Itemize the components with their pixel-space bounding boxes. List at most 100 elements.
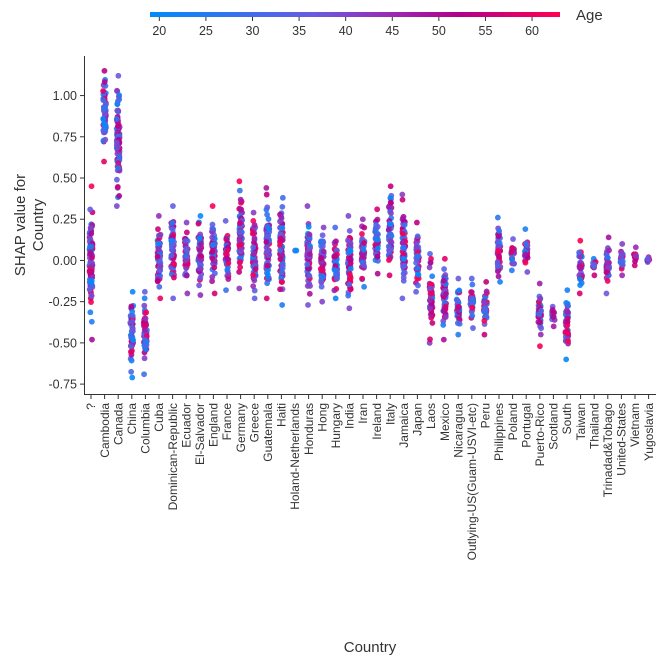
scatter-point — [455, 275, 462, 282]
scatter-point — [347, 265, 354, 272]
x-tick-label: Cuba — [152, 403, 166, 432]
scatter-point — [100, 88, 107, 94]
scatter-point — [414, 253, 421, 260]
scatter-point — [604, 254, 611, 261]
scatter-point — [128, 303, 135, 310]
scatter-point — [209, 255, 216, 262]
scatter-point — [128, 357, 135, 364]
scatter-point — [183, 246, 190, 252]
scatter-point — [577, 237, 584, 244]
scatter-point — [250, 283, 257, 290]
scatter-point — [87, 224, 94, 231]
scatter-point — [320, 248, 327, 255]
colorbar-tick-label: 35 — [292, 24, 306, 38]
x-tick-label: Philippines — [492, 403, 506, 461]
scatter-point — [263, 239, 270, 245]
colorbar-tick-label: 20 — [152, 24, 166, 38]
scatter-point — [155, 213, 162, 219]
x-tick-label: China — [125, 403, 139, 435]
scatter-point — [142, 343, 149, 349]
scatter-point — [278, 214, 285, 221]
scatter-point — [605, 259, 611, 266]
scatter-point — [209, 225, 216, 232]
x-tick-label: Scotland — [547, 403, 561, 450]
scatter-point — [197, 246, 203, 253]
colorbar-tick-label: 25 — [199, 24, 213, 38]
scatter-point — [304, 203, 311, 209]
scatter-point — [141, 326, 148, 333]
scatter-point — [129, 327, 136, 334]
scatter-point — [483, 278, 490, 285]
scatter-point — [171, 261, 177, 267]
scatter-point — [414, 233, 421, 240]
x-tick-label: South — [560, 403, 574, 434]
scatter-point — [115, 72, 122, 79]
scatter-point — [128, 368, 135, 375]
y-tick-label: 1.00 — [53, 89, 77, 103]
scatter-point — [113, 139, 120, 146]
x-tick-label: Vietnam — [628, 403, 642, 447]
scatter-point — [550, 314, 556, 320]
scatter-point — [318, 278, 325, 285]
scatter-point — [236, 187, 243, 194]
scatter-point — [156, 283, 163, 290]
scatter-point — [481, 317, 488, 324]
scatter-point — [237, 196, 244, 203]
scatter-point — [265, 216, 272, 222]
scatter-point — [538, 325, 545, 332]
scatter-point — [87, 309, 94, 316]
scatter-point — [304, 261, 311, 268]
scatter-point — [197, 292, 204, 298]
x-tick-label: El-Salvador — [193, 403, 207, 465]
scatter-point — [250, 209, 257, 216]
scatter-point — [360, 262, 367, 269]
x-tick-label: Columbia — [139, 403, 153, 454]
scatter-point — [209, 234, 216, 241]
scatter-point — [87, 278, 94, 285]
scatter-point — [102, 136, 109, 143]
scatter-point — [101, 67, 108, 74]
scatter-point — [307, 283, 313, 289]
scatter-point — [88, 292, 95, 299]
scatter-point — [168, 246, 175, 253]
scatter-point — [374, 223, 381, 230]
scatter-point — [209, 242, 216, 248]
scatter-point — [236, 285, 243, 292]
scatter-point — [183, 272, 190, 279]
scatter-point — [306, 290, 313, 297]
scatter-point — [400, 213, 407, 220]
scatter-point — [169, 226, 176, 232]
scatter-point — [522, 259, 529, 266]
scatter-point — [414, 219, 420, 226]
scatter-point — [169, 219, 176, 226]
scatter-point — [183, 219, 190, 226]
scatter-point — [238, 241, 244, 248]
scatter-point — [278, 269, 285, 276]
scatter-point — [113, 203, 120, 209]
scatter-point — [385, 204, 392, 210]
scatter-point — [494, 259, 501, 266]
scatter-point — [413, 288, 419, 295]
scatter-point — [440, 322, 447, 328]
scatter-point — [211, 264, 218, 271]
scatter-point — [496, 252, 502, 259]
scatter-point — [250, 272, 257, 278]
scatter-point — [359, 253, 366, 260]
scatter-point — [129, 312, 136, 319]
scatter-point — [251, 222, 258, 228]
scatter-point — [331, 267, 338, 273]
x-tick-label: Trinadad&Tobago — [601, 403, 615, 498]
scatter-point — [264, 247, 271, 254]
scatter-point — [347, 256, 353, 263]
scatter-point — [88, 318, 95, 325]
scatter-point — [455, 303, 462, 310]
scatter-point — [237, 259, 244, 265]
scatter-point — [564, 318, 571, 325]
colorbar-tick-label: 60 — [525, 24, 539, 38]
scatter-point — [345, 292, 352, 299]
scatter-point — [88, 299, 94, 305]
scatter-point — [619, 258, 626, 265]
scatter-point — [305, 302, 311, 308]
scatter-point — [374, 245, 381, 252]
scatter-point — [129, 318, 135, 325]
